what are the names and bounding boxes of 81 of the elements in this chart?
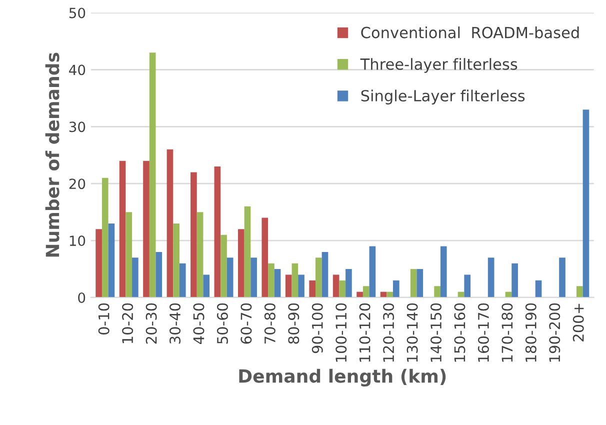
x-tick-label: 10-20 [122, 303, 134, 344]
bar [274, 269, 281, 298]
bar [108, 223, 115, 298]
bar [410, 269, 417, 298]
y-tick-label: 30 [69, 122, 86, 132]
bar [386, 292, 394, 298]
bar [220, 234, 227, 298]
bar [362, 286, 370, 298]
legend-label: Single-Layer filterless [361, 90, 525, 104]
bar [346, 269, 352, 298]
bar [369, 246, 376, 298]
bar [203, 274, 210, 298]
x-tick-label: 90-100 [312, 303, 323, 354]
bar [214, 166, 221, 298]
x-tick-label: 30-40 [170, 303, 181, 344]
bar [119, 160, 126, 298]
x-tick-label: 70-80 [264, 303, 276, 344]
bar [393, 280, 400, 298]
legend-label: Three-layer filterless [360, 58, 518, 73]
y-tick-label: 10 [70, 236, 86, 246]
bar [416, 269, 424, 298]
bar [250, 258, 257, 298]
bar [440, 246, 447, 298]
y-tick-label: 20 [69, 178, 86, 190]
y-axis-title: Number of demands [45, 52, 60, 257]
y-tick-label: 50 [69, 8, 86, 18]
bar [156, 252, 162, 298]
x-tick-label: 130-140 [406, 303, 418, 362]
bar [559, 258, 566, 298]
bar [179, 263, 186, 298]
bar [512, 263, 518, 298]
bar [262, 218, 268, 298]
bar [149, 52, 156, 298]
x-tick-label: 80-90 [288, 303, 300, 344]
bar [190, 172, 197, 298]
x-tick-label: 160-170 [478, 303, 489, 362]
bar [316, 258, 322, 298]
bar [298, 274, 304, 298]
bar [96, 229, 102, 298]
bar [576, 286, 583, 298]
y-tick-label: 40 [69, 64, 86, 76]
bar [126, 212, 132, 298]
bar [434, 286, 440, 298]
bar [332, 274, 340, 298]
bar [582, 110, 590, 298]
x-tick-label: 200+ [572, 304, 584, 342]
bar [339, 280, 346, 298]
x-tick-label: 40-50 [193, 303, 204, 344]
x-tick-label: 20-30 [146, 303, 157, 344]
bar [143, 160, 150, 298]
bar [268, 263, 274, 298]
x-tick-label: 0-10 [98, 303, 110, 334]
x-tick-label: 190-200 [549, 303, 560, 362]
bar [488, 258, 494, 298]
x-tick-label: 100-110 [336, 303, 347, 362]
x-tick-label: 150-160 [454, 303, 466, 362]
bar [238, 229, 244, 298]
bar [173, 223, 180, 298]
x-tick-label: 140-150 [430, 303, 442, 362]
x-axis-title: Demand length (km) [239, 368, 446, 386]
x-tick-label: 50-60 [216, 303, 228, 344]
bar [226, 258, 234, 298]
bar [102, 178, 108, 298]
x-tick-label: 170-180 [502, 303, 513, 362]
bar [244, 206, 251, 298]
bar [292, 263, 298, 298]
bar [464, 274, 471, 298]
y-tick-label: 0 [78, 292, 86, 303]
bar [285, 274, 292, 298]
bar [535, 280, 542, 298]
bar [132, 258, 138, 298]
x-tick-label: 110-120 [359, 303, 370, 362]
bar [166, 149, 174, 298]
bar [356, 292, 363, 298]
bar [196, 212, 204, 298]
legend-label: Conventional ROADM-based [361, 26, 579, 38]
bar [309, 280, 316, 298]
x-tick-label: 180-190 [525, 303, 536, 362]
x-tick-label: 120-130 [383, 303, 394, 362]
bar [322, 252, 328, 298]
x-tick-label: 60-70 [240, 303, 252, 344]
